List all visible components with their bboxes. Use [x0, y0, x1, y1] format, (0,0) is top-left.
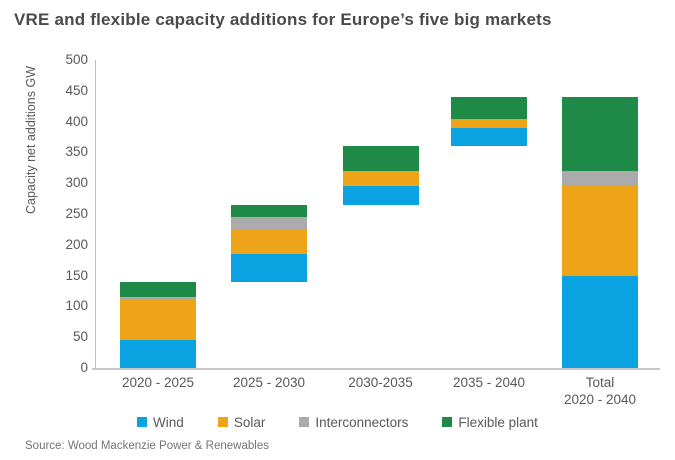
x-axis-label: Total 2020 - 2040	[563, 375, 637, 407]
x-axis-label: 2035 - 2040	[452, 375, 526, 390]
bar-segment-flexible-plant	[562, 96, 638, 171]
y-tick-label: 100	[65, 298, 88, 314]
bar-segment-flexible-plant	[120, 281, 196, 298]
plot-area	[95, 60, 661, 368]
y-tick-label: 200	[65, 236, 88, 252]
bar-segment-wind	[451, 127, 527, 147]
bar-segment-solar	[451, 118, 527, 128]
bar-segment-interconnectors	[120, 297, 196, 301]
y-tick-label: 450	[65, 82, 88, 98]
x-axis-label: 2025 - 2030	[232, 375, 306, 390]
legend-swatch-interconnectors	[299, 417, 310, 427]
y-tick-label: 0	[80, 360, 88, 375]
legend-label-interconnectors: Interconnectors	[315, 414, 409, 430]
bar-segment-interconnectors	[562, 170, 638, 187]
legend-label-wind: Wind	[153, 414, 184, 430]
bar-segment-solar	[562, 186, 638, 276]
legend-item-solar: Solar	[217, 414, 266, 430]
legend-swatch-solar	[217, 417, 228, 427]
y-tick-label: 500	[65, 52, 88, 67]
bar-segment-wind	[120, 340, 196, 368]
bar-segment-flexible-plant	[231, 204, 307, 218]
bar-segment-interconnectors	[231, 217, 307, 230]
x-axis-line	[92, 368, 660, 370]
bar-segment-solar	[120, 300, 196, 341]
bar-segment-wind	[231, 254, 307, 282]
bar-segment-solar	[231, 229, 307, 255]
source-note: Source: Wood Mackenzie Power & Renewable…	[25, 440, 269, 452]
y-axis-line	[95, 60, 96, 370]
y-tick-label: 350	[65, 144, 88, 160]
y-tick-label: 150	[65, 267, 88, 283]
bar-segment-flexible-plant	[342, 146, 419, 171]
legend-item-flexible-plant: Flexible plant	[442, 415, 538, 430]
y-tick-label: 250	[65, 206, 88, 221]
legend: Wind Solar Interconnectors Flexible plant	[0, 412, 675, 432]
legend-label-flexible-plant: Flexible plant	[458, 414, 538, 430]
bar-segment-wind	[562, 275, 638, 368]
bar-segment-wind	[342, 186, 419, 205]
y-tick-label: 400	[65, 113, 88, 129]
y-tick-label: 300	[65, 175, 88, 191]
legend-item-interconnectors: Interconnectors	[299, 415, 408, 430]
legend-label-solar: Solar	[233, 414, 266, 430]
x-axis-label: 2030-2035	[348, 375, 413, 390]
y-tick-label: 50	[72, 329, 88, 345]
legend-swatch-flexible-plant	[442, 417, 453, 427]
x-axis-label: 2020 - 2025	[121, 375, 195, 390]
chart-title: VRE and flexible capacity additions for …	[14, 10, 552, 29]
bar-segment-solar	[342, 170, 419, 187]
bar-segment-flexible-plant	[451, 96, 527, 119]
legend-item-wind: Wind	[137, 415, 184, 430]
legend-swatch-wind	[137, 417, 148, 427]
